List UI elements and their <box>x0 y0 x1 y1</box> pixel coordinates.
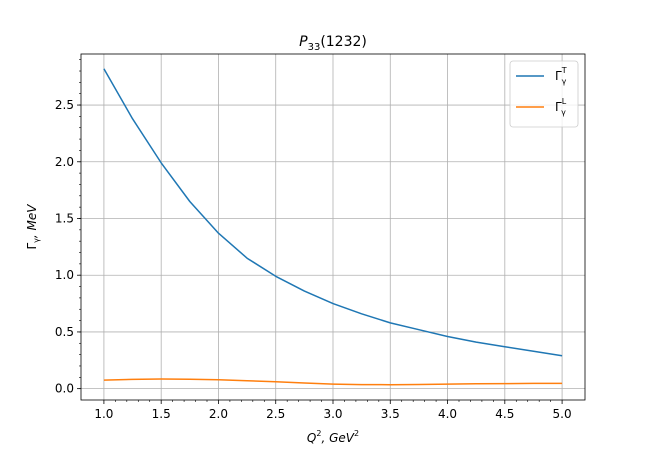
x-axis-ticks: 1.0 1.5 2.0 2.5 3.0 3.5 4.0 4.5 5.0 <box>94 400 572 421</box>
y-tick-label: 0.0 <box>55 382 74 396</box>
series-line-longitudinal <box>103 378 563 386</box>
x-tick-label: 3.0 <box>323 407 342 421</box>
x-tick-label: 4.0 <box>438 407 457 421</box>
legend-label-longitudinal: ΓL γ <box>555 97 567 117</box>
legend-label-transverse: ΓT γ <box>555 66 567 86</box>
x-tick-label: 4.5 <box>495 407 514 421</box>
legend-box <box>509 60 579 128</box>
y-tick-label: 2.5 <box>55 98 74 112</box>
x-axis-label: Q2, GeV2 <box>307 429 359 445</box>
y-tick-label: 1.0 <box>55 268 74 282</box>
x-tick-label: 1.5 <box>152 407 171 421</box>
y-tick-label: 2.0 <box>55 155 74 169</box>
x-tick-label: 2.5 <box>266 407 285 421</box>
y-tick-label: 1.5 <box>55 211 74 225</box>
chart-title: P33(1232) <box>299 34 367 53</box>
series-line-transverse <box>103 68 563 357</box>
legend: ΓT γ ΓL γ <box>509 60 579 128</box>
y-axis-ticks: 0.0 0.5 1.0 1.5 2.0 2.5 <box>55 59 81 396</box>
x-tick-label: 2.0 <box>209 407 228 421</box>
y-tick-label: 0.5 <box>55 325 74 339</box>
x-tick-label: 5.0 <box>553 407 572 421</box>
x-tick-label: 1.0 <box>94 407 113 421</box>
x-tick-label: 3.5 <box>381 407 400 421</box>
plot-series <box>103 68 563 386</box>
grid <box>81 54 585 400</box>
y-axis-label: Γγ, MeV <box>25 204 41 250</box>
